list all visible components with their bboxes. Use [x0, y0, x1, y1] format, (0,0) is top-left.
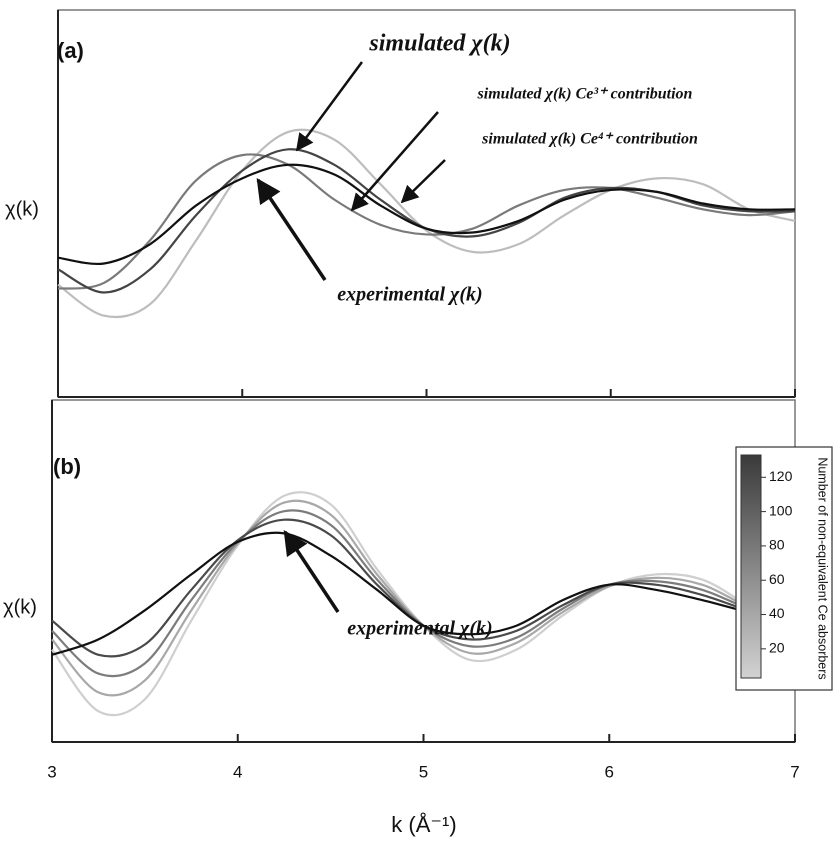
arrow	[256, 177, 327, 281]
y-axis-label: χ(k)	[3, 596, 37, 618]
series-line	[51, 491, 796, 717]
x-tick-label: 5	[419, 762, 428, 781]
series-line	[57, 153, 796, 290]
annotation: simulated χ(k) Ce⁴⁺ contribution	[481, 131, 698, 148]
plot-frame	[51, 399, 796, 743]
colorbar-tick-label: 20	[769, 640, 785, 656]
arrow	[350, 111, 439, 212]
x-tick-label: 7	[790, 762, 799, 781]
annotation: simulated χ(k) Ce³⁺ contribution	[477, 86, 693, 103]
plot-frame	[57, 9, 796, 398]
colorbar-tick-label: 100	[769, 502, 793, 518]
series-line	[51, 531, 796, 656]
annotation: simulated χ(k)	[368, 31, 510, 57]
panel-label: (a)	[57, 38, 84, 63]
series-line	[57, 148, 796, 294]
colorbar-tick-label: 60	[769, 571, 785, 587]
series-line	[57, 163, 796, 266]
x-tick-label: 3	[47, 762, 56, 781]
colorbar-tick-label: 120	[769, 468, 793, 484]
colorbar	[740, 454, 762, 679]
series-line	[51, 509, 796, 678]
arrow	[400, 159, 446, 204]
colorbar-tick-label: 40	[769, 605, 785, 621]
arrow	[295, 61, 364, 152]
colorbar-tick-label: 80	[769, 537, 785, 553]
arrows	[256, 61, 446, 613]
panel-label: (b)	[53, 454, 81, 479]
series-line	[51, 499, 796, 697]
x-tick-label: 4	[233, 762, 242, 781]
y-axis-label: χ(k)	[5, 198, 39, 220]
colorbar-label: Number of non-equivalent Ce absorbers	[816, 457, 830, 679]
x-axis-label: k (Å⁻¹)	[391, 812, 456, 837]
arrow	[283, 529, 340, 613]
annotation: experimental χ(k)	[347, 618, 492, 640]
x-tick-label: 6	[605, 762, 614, 781]
annotation: experimental χ(k)	[337, 284, 482, 306]
